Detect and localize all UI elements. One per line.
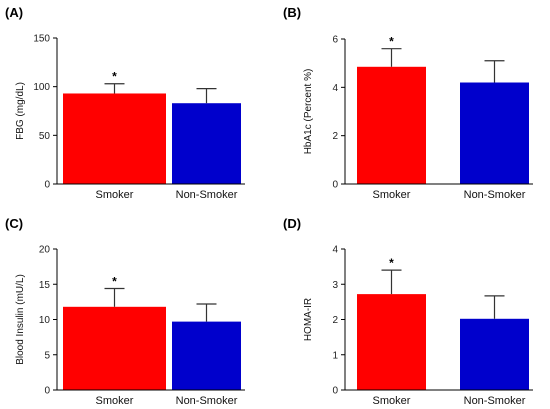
bar-non-smoker — [172, 321, 241, 390]
y-tick-label: 10 — [39, 315, 51, 326]
bar-smoker — [357, 294, 426, 390]
significance-marker: * — [389, 256, 394, 270]
category-label: Smoker — [373, 189, 411, 201]
y-tick-label: 0 — [44, 180, 50, 191]
y-axis-title: HbA1c (Percent %) — [303, 69, 314, 155]
significance-marker: * — [389, 35, 394, 49]
y-tick-label: 6 — [332, 35, 338, 46]
y-tick-label: 4 — [332, 83, 338, 94]
bar-smoker — [357, 66, 426, 184]
y-tick-label: 0 — [332, 386, 338, 397]
y-tick-label: 5 — [44, 350, 50, 361]
category-label: Smoker — [96, 395, 134, 407]
category-label: Smoker — [373, 395, 411, 407]
panel-label: (B) — [283, 5, 301, 20]
y-tick-label: 150 — [33, 34, 50, 45]
y-tick-label: 3 — [332, 280, 338, 291]
y-tick-label: 2 — [332, 131, 338, 142]
category-label: Non-Smoker — [464, 189, 526, 201]
category-label: Non-Smoker — [464, 395, 526, 407]
category-label: Non-Smoker — [176, 395, 238, 407]
y-tick-label: 0 — [44, 386, 50, 397]
y-axis-title: FBG (mg/dL) — [15, 82, 26, 140]
y-tick-label: 4 — [332, 245, 338, 256]
y-tick-label: 100 — [33, 82, 50, 93]
chart-panel-1: (A) * Smoker Non-Smoker 0 50 100 150 FBG (mg/dL) — [5, 5, 245, 201]
chart-panel-3: (C) * Smoker Non-Smoker 0 5 10 15 20 Blood Insuli… — [5, 216, 245, 407]
y-tick-label: 15 — [39, 280, 51, 291]
bar-smoker — [63, 306, 166, 390]
panel-label: (D) — [283, 216, 301, 231]
chart-panel-2: (B) * Smoker Non-Smoker 0 2 4 6 HbA1c (Percent %… — [283, 5, 533, 201]
bar-non-smoker — [460, 82, 529, 184]
y-tick-label: 2 — [332, 315, 338, 326]
panel-label: (A) — [5, 5, 23, 20]
y-tick-label: 50 — [39, 131, 51, 142]
significance-marker: * — [112, 70, 117, 84]
category-label: Non-Smoker — [176, 189, 238, 201]
chart-panel-4: (D) * Smoker Non-Smoker 0 1 2 3 4 HOMA-IR — [283, 216, 533, 407]
significance-marker: * — [112, 274, 117, 288]
bar-smoker — [63, 93, 166, 184]
bar-non-smoker — [172, 103, 241, 184]
panel-label: (C) — [5, 216, 23, 231]
bar-non-smoker — [460, 318, 529, 390]
y-tick-label: 20 — [39, 245, 51, 256]
category-label: Smoker — [96, 189, 134, 201]
y-axis-title: HOMA-IR — [303, 298, 314, 341]
y-tick-label: 1 — [332, 350, 338, 361]
y-tick-label: 0 — [332, 180, 338, 191]
y-axis-title: Blood Insulin (mU/L) — [15, 274, 26, 365]
